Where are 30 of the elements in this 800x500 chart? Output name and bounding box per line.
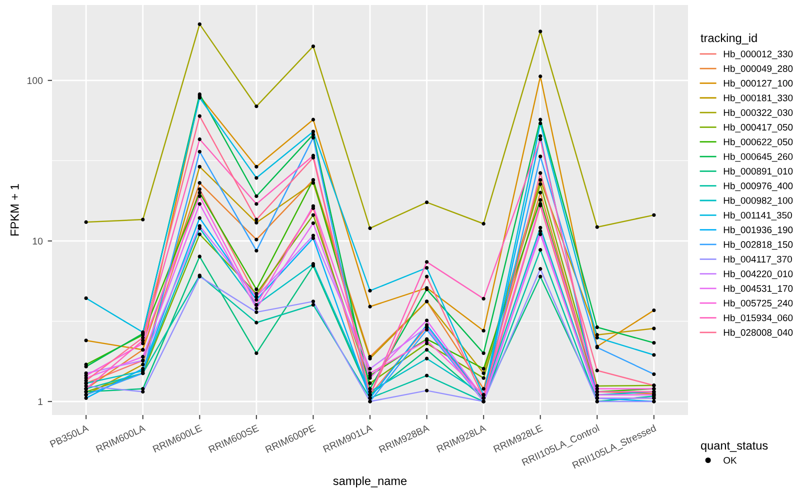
legend-label: Hb_000322_030 xyxy=(724,109,793,118)
x-axis-title: sample_name xyxy=(333,476,407,488)
legend-label: Hb_015934_060 xyxy=(724,314,793,323)
legend-label: Hb_000012_330 xyxy=(724,50,793,60)
legend-label: Hb_000049_280 xyxy=(724,65,793,74)
y-tick-label: 10 xyxy=(32,238,43,245)
y-tick-label: 1 xyxy=(38,398,42,406)
text: tracking_id xyxy=(700,34,757,45)
legend-label: Hb_000417_050 xyxy=(724,124,793,132)
line-series xyxy=(85,24,655,229)
legend-label: Hb_000622_050 xyxy=(724,138,793,148)
legend-label: Hb_001936_190 xyxy=(724,226,793,235)
legend-label: Hb_000982_100 xyxy=(724,196,793,206)
legend-label: Hb_005725_240 xyxy=(724,300,793,308)
line-series xyxy=(85,76,655,350)
legend-label: Hb_028008_040 xyxy=(724,328,793,338)
legend-label: Hb_000127_100 xyxy=(724,80,793,88)
legend-label: Hb_000891_010 xyxy=(724,168,793,176)
legend-label: Hb_004531_170 xyxy=(724,284,793,294)
legend-label: Hb_002818_150 xyxy=(724,240,793,250)
y-axis-title: FPKM + 1 xyxy=(10,184,19,236)
text: quant_status xyxy=(700,442,768,452)
legend-label: Hb_000645_260 xyxy=(724,152,793,162)
legend-label: Hb_001141_350 xyxy=(724,212,792,220)
y-tick-label: 100 xyxy=(27,77,43,84)
legend-label: Hb_004117_370 xyxy=(724,256,792,264)
legend-label: Hb_000976_400 xyxy=(724,182,793,192)
legend-label: OK xyxy=(724,456,737,464)
legend-label: Hb_000181_330 xyxy=(724,94,793,104)
legend-label: Hb_004220_010 xyxy=(724,270,793,279)
